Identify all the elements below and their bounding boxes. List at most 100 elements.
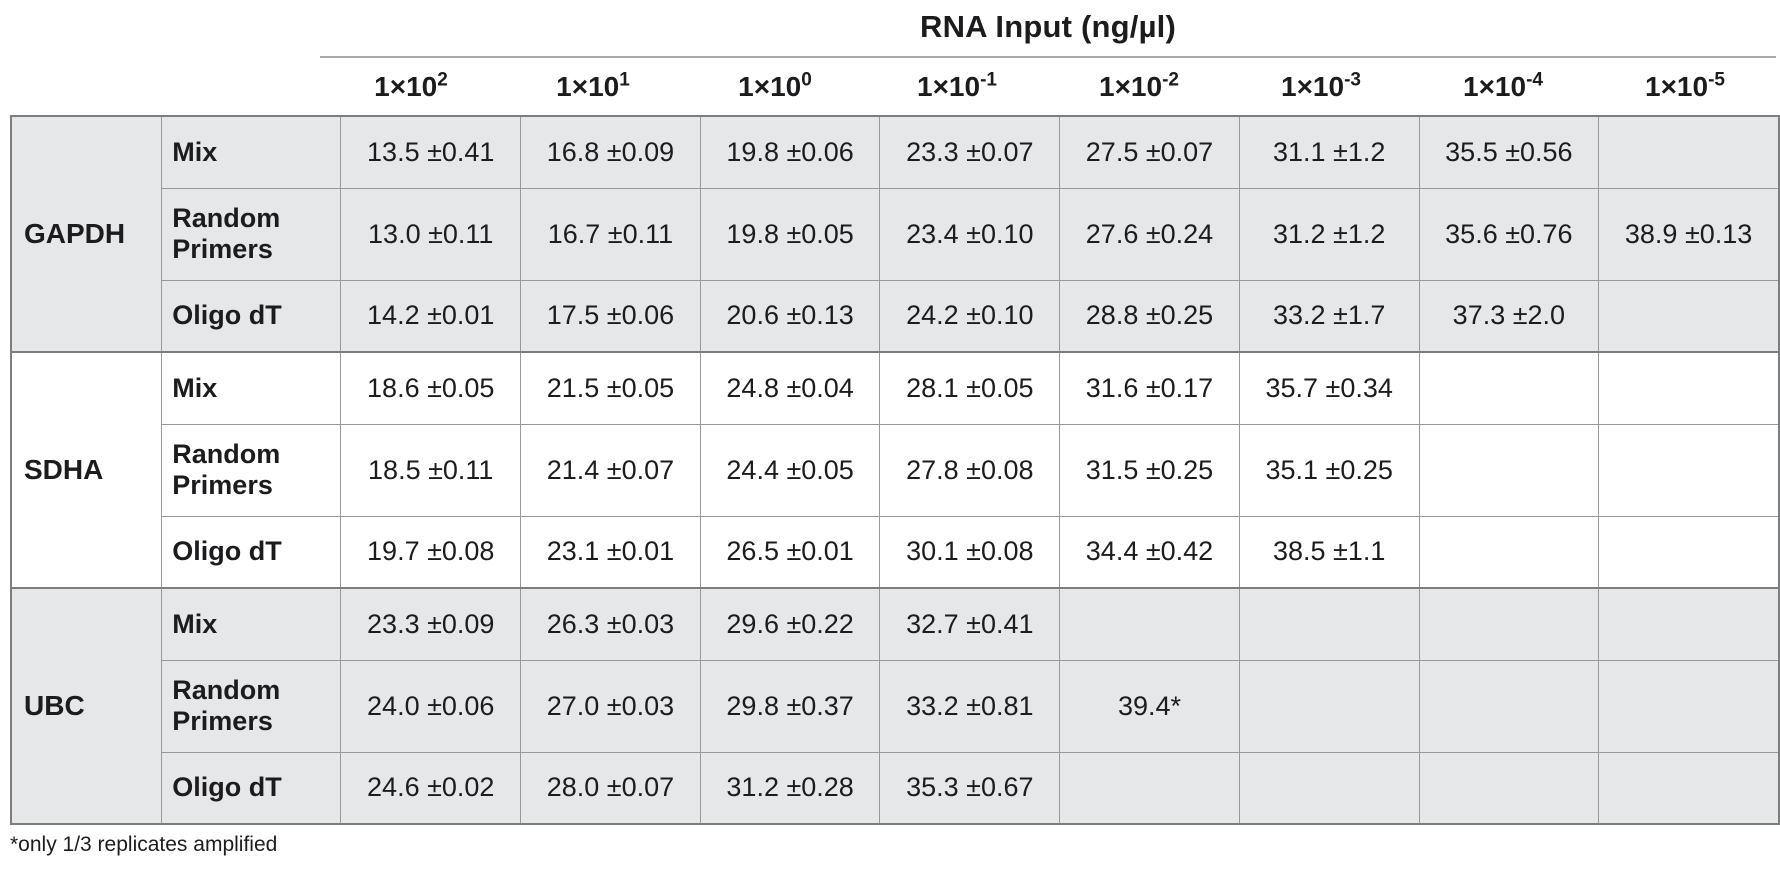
column-header-base: 1×10	[1463, 71, 1527, 102]
column-header-exponent: -1	[980, 69, 997, 91]
table-title: RNA Input (ng/µl)	[920, 9, 1176, 44]
value-cell	[1598, 659, 1780, 753]
value-cell: 13.0 ±0.11	[340, 187, 522, 281]
value-cell	[1238, 587, 1420, 661]
value-cell: 19.8 ±0.05	[699, 187, 881, 281]
value-cell: 13.5 ±0.41	[340, 115, 522, 189]
column-header-exponent: 1	[619, 69, 630, 91]
value-cell: 33.2 ±1.7	[1238, 279, 1420, 353]
table-row: Random Primers 18.5 ±0.11 21.4 ±0.07 24.4 ±…	[11, 423, 1780, 517]
value-cell: 29.6 ±0.22	[699, 587, 881, 661]
value-cell	[1418, 515, 1600, 589]
value-cell: 23.3 ±0.07	[879, 115, 1061, 189]
column-header-exponent: 0	[801, 69, 812, 91]
value-cell: 38.5 ±1.1	[1238, 515, 1420, 589]
column-header-exponent: -3	[1344, 69, 1361, 91]
value-cell: 31.5 ±0.25	[1059, 423, 1240, 517]
value-cell: 31.1 ±1.2	[1238, 115, 1420, 189]
table-row: Random Primers 13.0 ±0.11 16.7 ±0.11 19.8 ±…	[11, 187, 1780, 281]
table-row: UBC Mix 23.3 ±0.09 26.3 ±0.03 29.6 ±0.22 32.7…	[10, 587, 1780, 825]
value-cell	[1059, 587, 1240, 661]
value-cell: 17.5 ±0.06	[520, 279, 701, 353]
primer-label-cell: Mix	[161, 351, 342, 425]
value-cell	[1418, 751, 1600, 825]
value-cell: 26.3 ±0.03	[520, 587, 701, 661]
primer-label-cell: Oligo dT	[161, 515, 342, 589]
table-row: Oligo dT 24.6 ±0.02 28.0 ±0.07 31.2 ±0.28 35…	[11, 751, 1780, 825]
primer-label-cell: Mix	[161, 587, 342, 661]
column-headers: 1×102 1×101 1×100 1×10-1 1×10-2 1×10-3 1×10-4 1…	[320, 58, 1776, 115]
value-cell: 21.4 ±0.07	[520, 423, 701, 517]
table-row: Oligo dT 14.2 ±0.01 17.5 ±0.06 20.6 ±0.13 24…	[11, 279, 1780, 353]
value-cell: 32.7 ±0.41	[879, 587, 1061, 661]
column-header-base: 1×10	[1281, 71, 1345, 102]
value-cell: 29.8 ±0.37	[699, 659, 881, 753]
primer-label-cell: Mix	[161, 115, 342, 189]
value-cell: 35.5 ±0.56	[1418, 115, 1600, 189]
gene-cell: UBC	[10, 587, 163, 825]
column-header-base: 1×10	[917, 71, 981, 102]
value-cell	[1418, 659, 1600, 753]
column-header: 1×10-3	[1230, 58, 1412, 115]
primer-label-cell: Random Primers	[161, 659, 342, 753]
primer-label-cell: Oligo dT	[161, 751, 342, 825]
column-header-base: 1×10	[374, 71, 438, 102]
value-cell	[1418, 423, 1600, 517]
value-cell: 30.1 ±0.08	[879, 515, 1061, 589]
value-cell	[1598, 587, 1780, 661]
column-header: 1×10-5	[1594, 58, 1776, 115]
value-cell	[1238, 751, 1420, 825]
value-cell: 38.9 ±0.13	[1598, 187, 1780, 281]
column-header-exponent: -5	[1708, 69, 1725, 91]
gene-cell: SDHA	[10, 351, 163, 589]
table-row: SDHA Mix 18.6 ±0.05 21.5 ±0.05 24.8 ±0.04 28.…	[10, 351, 1780, 589]
value-cell	[1598, 751, 1780, 825]
value-cell: 27.5 ±0.07	[1059, 115, 1240, 189]
value-cell: 28.8 ±0.25	[1059, 279, 1240, 353]
column-header: 1×102	[320, 58, 502, 115]
value-cell: 18.6 ±0.05	[340, 351, 522, 425]
value-cell: 26.5 ±0.01	[699, 515, 881, 589]
value-cell	[1598, 115, 1780, 189]
value-cell: 31.6 ±0.17	[1059, 351, 1240, 425]
value-cell	[1418, 587, 1600, 661]
value-cell	[1059, 751, 1240, 825]
column-header-exponent: 2	[437, 69, 448, 91]
footnote: *only 1/3 replicates amplified	[10, 833, 278, 856]
value-cell: 23.3 ±0.09	[340, 587, 522, 661]
value-cell: 35.1 ±0.25	[1238, 423, 1420, 517]
value-cell: 24.2 ±0.10	[879, 279, 1061, 353]
value-cell: 24.8 ±0.04	[699, 351, 881, 425]
value-cell: 23.4 ±0.10	[879, 187, 1061, 281]
gene-cell: GAPDH	[10, 115, 163, 353]
column-header: 1×100	[684, 58, 866, 115]
primer-label-cell: Random Primers	[161, 423, 342, 517]
value-cell	[1598, 351, 1780, 425]
value-cell: 23.1 ±0.01	[520, 515, 701, 589]
value-cell: 31.2 ±1.2	[1238, 187, 1420, 281]
value-cell: 39.4*	[1059, 659, 1240, 753]
value-cell: 16.7 ±0.11	[520, 187, 701, 281]
value-cell	[1238, 659, 1420, 753]
value-cell	[1598, 515, 1780, 589]
column-header-exponent: -2	[1162, 69, 1179, 91]
column-header: 1×10-1	[866, 58, 1048, 115]
value-cell: 19.8 ±0.06	[699, 115, 881, 189]
value-cell: 27.6 ±0.24	[1059, 187, 1240, 281]
primer-label-cell: Oligo dT	[161, 279, 342, 353]
primer-label-cell: Random Primers	[161, 187, 342, 281]
value-cell: 27.0 ±0.03	[520, 659, 701, 753]
column-header-base: 1×10	[1645, 71, 1709, 102]
table-header: RNA Input (ng/µl) 1×102 1×101 1×100 1×10-1 1…	[320, 0, 1776, 115]
value-cell: 19.7 ±0.08	[340, 515, 522, 589]
value-cell: 28.0 ±0.07	[520, 751, 701, 825]
ct-values-table: GAPDH Mix 13.5 ±0.41 16.8 ±0.09 19.8 ±0.06 23…	[10, 115, 1780, 825]
column-header-base: 1×10	[738, 71, 802, 102]
value-cell	[1598, 423, 1780, 517]
value-cell: 21.5 ±0.05	[520, 351, 701, 425]
value-cell: 35.6 ±0.76	[1418, 187, 1600, 281]
value-cell: 14.2 ±0.01	[340, 279, 522, 353]
value-cell: 24.6 ±0.02	[340, 751, 522, 825]
value-cell: 18.5 ±0.11	[340, 423, 522, 517]
